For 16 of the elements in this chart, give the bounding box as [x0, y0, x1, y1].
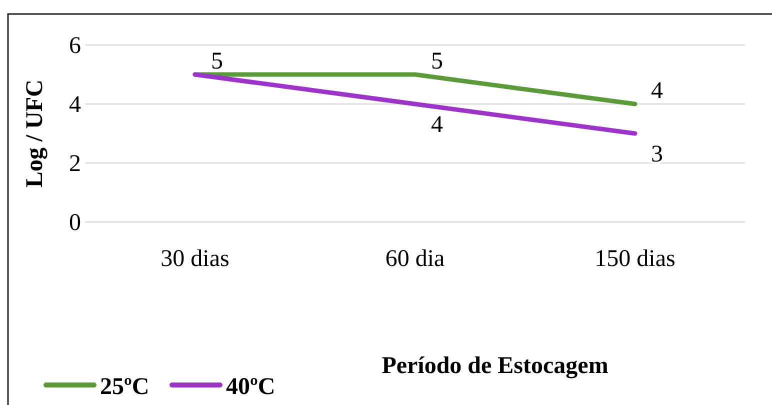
- x-axis-title: Período de Estocagem: [382, 353, 608, 379]
- x-tick-label: 60 dia: [385, 246, 446, 272]
- y-tick-label: 2: [69, 151, 81, 177]
- y-tick-label: 4: [69, 92, 81, 118]
- legend-label: 25ºC: [100, 374, 150, 400]
- y-axis-title: Log / UFC: [22, 80, 48, 188]
- data-label: 5: [211, 48, 223, 74]
- data-label: 4: [431, 112, 443, 138]
- data-label: 4: [651, 78, 663, 104]
- data-label: 5: [431, 48, 443, 74]
- legend-label: 40ºC: [226, 374, 276, 400]
- y-tick-label: 0: [69, 210, 81, 236]
- x-tick-label: 30 dias: [160, 246, 230, 272]
- data-label: 3: [651, 142, 663, 168]
- y-tick-label: 6: [69, 33, 81, 59]
- x-tick-label: 150 dias: [594, 246, 676, 272]
